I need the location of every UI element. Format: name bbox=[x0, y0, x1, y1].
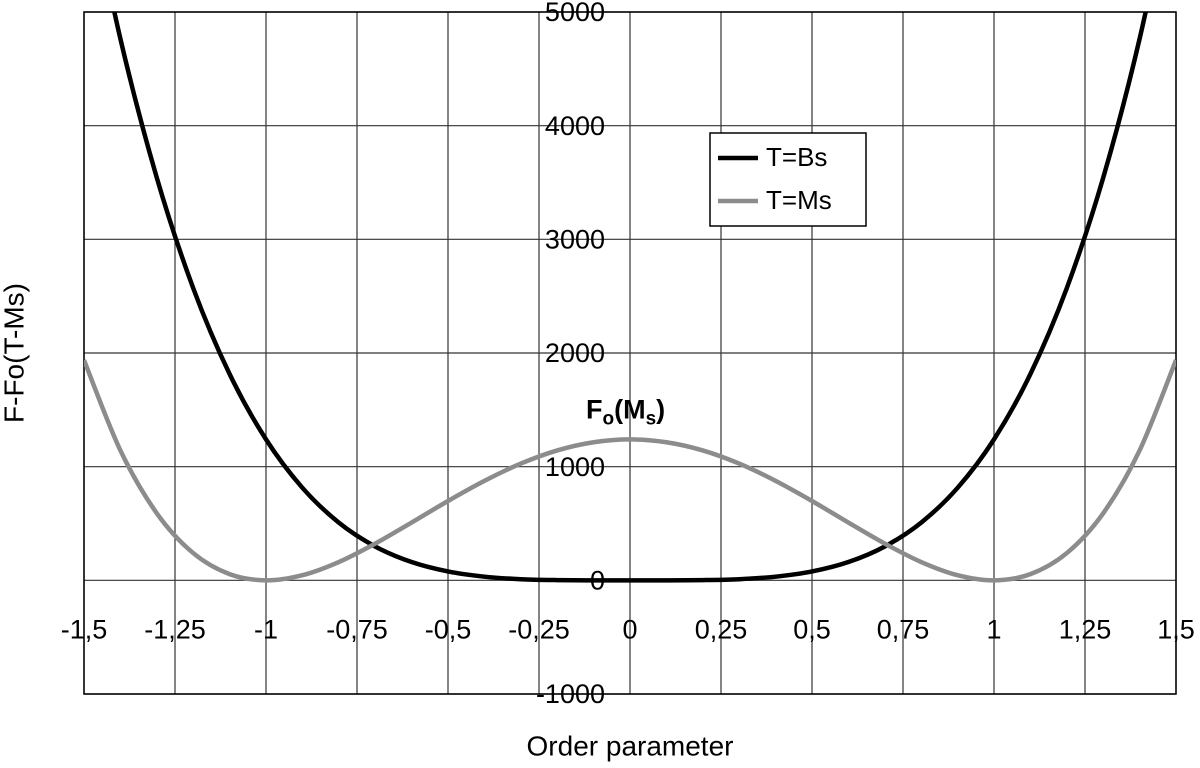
y-tick-label: 4000 bbox=[545, 111, 605, 141]
annotation-part: F bbox=[586, 395, 603, 425]
x-tick-label: -0,5 bbox=[425, 614, 472, 644]
x-tick-label: 0,25 bbox=[695, 614, 748, 644]
x-tick-label: 1,25 bbox=[1059, 614, 1112, 644]
y-tick-label: 3000 bbox=[545, 224, 605, 254]
x-tick-label: 0 bbox=[622, 614, 637, 644]
y-tick-label: -1000 bbox=[536, 679, 605, 709]
line-series bbox=[112, 12, 1148, 583]
legend-label: T=Ms bbox=[766, 185, 832, 215]
x-tick-label: 1 bbox=[986, 614, 1001, 644]
x-tick-label: -0,25 bbox=[508, 614, 570, 644]
legend-box bbox=[709, 132, 867, 227]
x-tick-label: -1,5 bbox=[61, 614, 108, 644]
annotation-part: ) bbox=[656, 395, 665, 425]
annotation-part: o bbox=[603, 408, 615, 429]
x-axis-label: Order parameter bbox=[527, 730, 734, 761]
y-tick-label: 0 bbox=[590, 565, 605, 595]
x-tick-label: 1,5 bbox=[1157, 614, 1195, 644]
x-tick-label: -1,25 bbox=[144, 614, 206, 644]
y-tick-label: 1000 bbox=[545, 452, 605, 482]
y-tick-label: 5000 bbox=[545, 0, 605, 27]
annotation-part: (M bbox=[614, 395, 645, 425]
legend-label: T=Bs bbox=[766, 142, 827, 172]
y-axis-label: F-Fo(T-Ms) bbox=[0, 283, 29, 423]
line-series bbox=[84, 359, 1176, 583]
x-tick-label: -0,75 bbox=[326, 614, 388, 644]
y-tick-label: 2000 bbox=[545, 338, 605, 368]
annotation: Fo(Ms) bbox=[586, 395, 665, 430]
x-tick-label: 0,5 bbox=[793, 614, 831, 644]
annotation-part: s bbox=[646, 408, 657, 429]
x-tick-label: 0,75 bbox=[877, 614, 930, 644]
plot-border bbox=[83, 11, 1177, 695]
x-tick-label: -1 bbox=[254, 614, 278, 644]
